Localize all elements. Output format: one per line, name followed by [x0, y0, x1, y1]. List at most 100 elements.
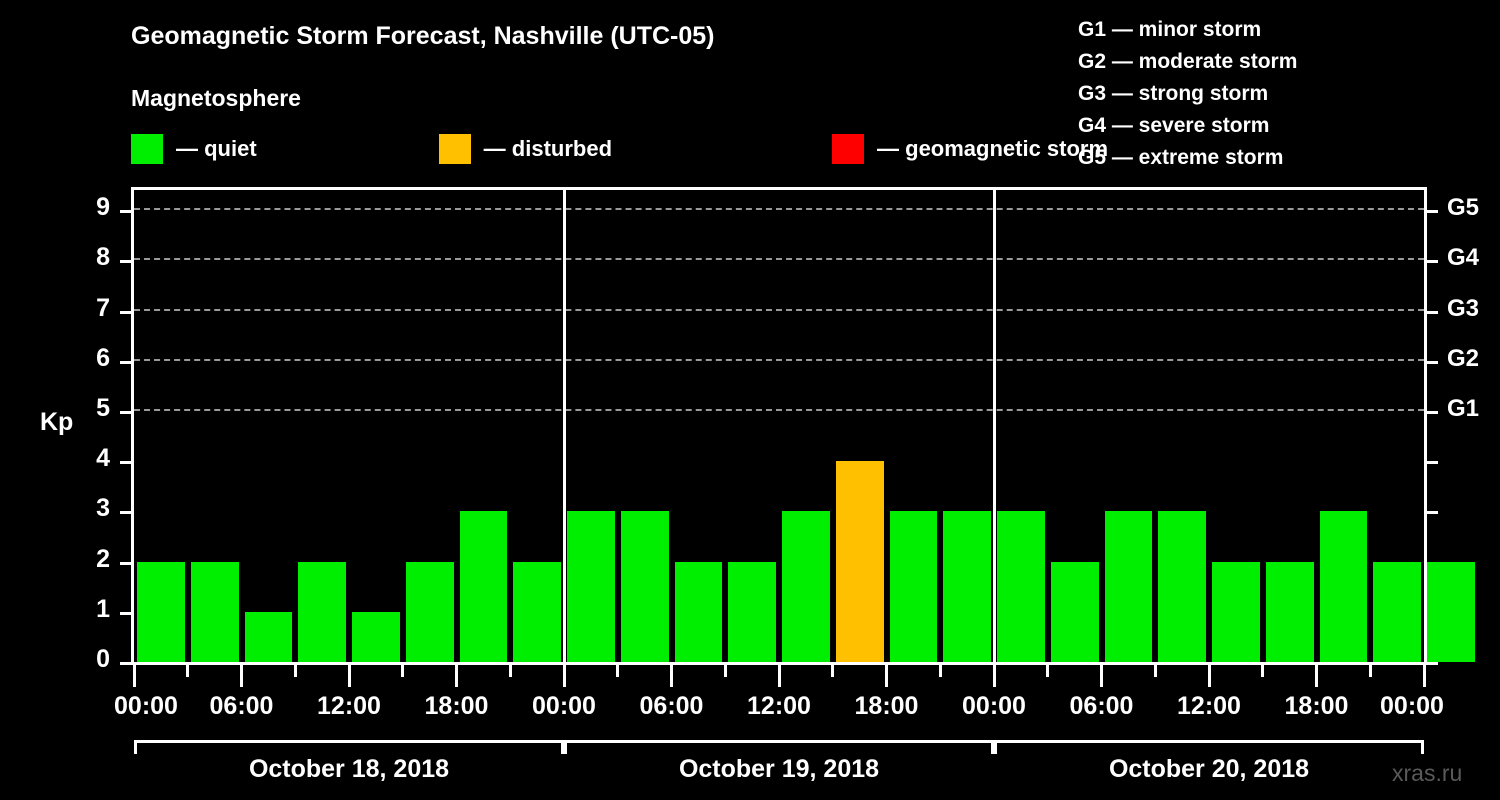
gscale-row-2: G2 — moderate storm — [1078, 50, 1298, 73]
x-tick-36h — [777, 665, 781, 687]
x-tick-12h — [347, 665, 351, 687]
x-tick-label-2: 12:00 — [317, 692, 381, 720]
y-tick-right-9 — [1427, 210, 1438, 214]
x-tick-label-1: 06:00 — [209, 692, 274, 720]
x-tick-label-6: 12:00 — [747, 692, 811, 720]
gridline-kp-6 — [134, 358, 1424, 361]
bar-10 — [674, 561, 723, 662]
y-tick-right-6 — [1427, 360, 1438, 364]
y-tick-left-3 — [120, 511, 131, 515]
bar-13 — [835, 461, 884, 662]
x-tick-42h — [885, 665, 888, 687]
y-tick-right-0 — [1427, 662, 1438, 665]
y-tick-left-4 — [120, 461, 131, 465]
y-tick-right-3 — [1427, 511, 1438, 515]
bar-8 — [567, 511, 615, 662]
y-tick-label-6: 6 — [96, 343, 110, 372]
bar-5 — [405, 561, 454, 662]
x-tick-72h — [1422, 665, 1426, 687]
x-tick-39h — [831, 665, 835, 677]
storm-swatch — [832, 134, 865, 164]
x-tick-label-7: 18:00 — [854, 692, 919, 720]
x-tick-label-3: 18:00 — [424, 692, 489, 720]
x-tick-27h — [616, 665, 620, 677]
bars-layer — [134, 190, 1475, 662]
x-tick-6h — [240, 665, 243, 687]
x-tick-3h — [186, 665, 190, 677]
bar-6 — [459, 511, 508, 662]
y-tick-left-2 — [120, 561, 131, 565]
y-tick-right-4 — [1427, 461, 1438, 465]
gscale-legend: G1 — minor storm G2 — moderate storm G3 — … — [1078, 14, 1297, 174]
activity-legend: — quiet — disturbed — geomagnetic storm — [131, 134, 1108, 164]
bar-3 — [298, 561, 346, 662]
magnetosphere-label: Magnetosphere — [131, 85, 301, 111]
x-tick-label-11: 18:00 — [1284, 692, 1349, 720]
y-tick-label-5: 5 — [96, 393, 110, 422]
legend-label: — quiet — [176, 136, 257, 161]
x-tick-63h — [1261, 665, 1265, 677]
x-tick-60h — [1207, 665, 1211, 687]
day-bracket-3 — [994, 740, 1424, 754]
y-tick-label-7: 7 — [96, 293, 110, 322]
g-scale-label-G3: G3 — [1447, 294, 1480, 322]
day-bracket-1 — [134, 740, 564, 754]
x-tick-label-10: 12:00 — [1177, 692, 1241, 720]
bar-17 — [1050, 561, 1099, 662]
x-tick-54h — [1100, 665, 1103, 687]
gscale-row-1: G1 — minor storm — [1078, 18, 1262, 41]
y-tick-right-8 — [1427, 260, 1438, 264]
page-title: Geomagnetic Storm Forecast, Nashville (U… — [131, 22, 715, 50]
bar-11 — [728, 561, 776, 662]
y-tick-left-5 — [120, 410, 131, 414]
x-tick-0h — [132, 665, 136, 687]
y-tick-left-0 — [120, 662, 131, 665]
y-tick-label-0: 0 — [96, 645, 110, 673]
g-scale-label-G4: G4 — [1447, 244, 1480, 272]
gridline-kp-9 — [134, 208, 1424, 211]
y-tick-label-2: 2 — [96, 544, 110, 573]
bar-2 — [244, 611, 293, 662]
plot-area — [131, 187, 1475, 665]
gridline-kp-5 — [134, 408, 1424, 411]
g-scale-label-G2: G2 — [1447, 344, 1480, 372]
bar-19 — [1158, 511, 1206, 662]
y-tick-right-5 — [1427, 410, 1438, 414]
day-separator-1 — [562, 190, 566, 662]
legend-label: — geomagnetic storm — [877, 136, 1109, 161]
y-tick-label-3: 3 — [96, 494, 110, 523]
x-tick-18h — [455, 665, 458, 687]
plot-inner — [134, 190, 1475, 662]
day-bracket-2 — [564, 740, 994, 754]
y-tick-label-4: 4 — [96, 444, 110, 473]
x-tick-45h — [938, 665, 942, 677]
x-tick-label-8: 00:00 — [962, 692, 1026, 720]
x-tick-21h — [508, 665, 512, 677]
bar-18 — [1104, 511, 1153, 662]
x-tick-9h — [293, 665, 297, 677]
day-label-1: October 18, 2018 — [248, 755, 450, 783]
y-tick-label-9: 9 — [96, 193, 110, 222]
bar-21 — [1265, 561, 1314, 662]
gscale-row-3: G3 — strong storm — [1078, 82, 1269, 105]
x-tick-48h — [992, 665, 996, 687]
x-tick-51h — [1046, 665, 1050, 677]
x-tick-66h — [1315, 665, 1318, 687]
gridline-kp-8 — [134, 258, 1424, 261]
x-tick-57h — [1153, 665, 1157, 677]
bar-7 — [513, 561, 561, 662]
x-tick-label-12: 00:00 — [1380, 692, 1444, 720]
day-label-2: October 19, 2018 — [678, 755, 880, 783]
y-tick-left-1 — [120, 611, 131, 615]
legend-entry-2: — geomagnetic storm — [832, 134, 1108, 164]
x-tick-30h — [670, 665, 673, 687]
quiet-swatch — [131, 134, 163, 164]
legend-label: — disturbed — [483, 136, 613, 161]
y-axis-title: Kp — [40, 408, 74, 436]
x-tick-label-4: 00:00 — [532, 692, 596, 720]
bar-24 — [1427, 561, 1475, 662]
y-tick-left-7 — [120, 310, 131, 314]
bar-16 — [997, 511, 1045, 662]
watermark: xras.ru — [1392, 760, 1463, 786]
g-scale-label-G5: G5 — [1447, 194, 1480, 222]
